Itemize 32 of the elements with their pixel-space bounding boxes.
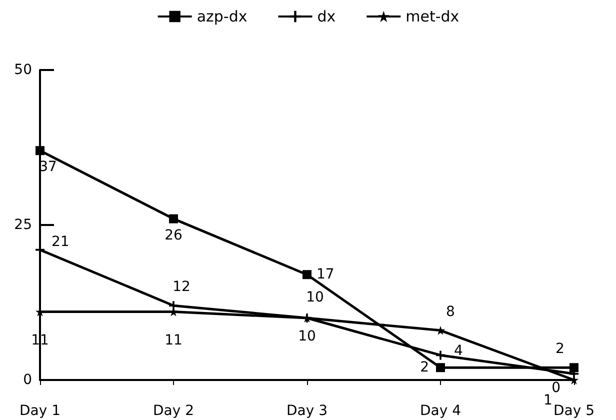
data-label: 0 [552,380,560,396]
data-label: 1 [544,392,552,408]
data-label: 26 [164,227,182,244]
point [169,301,178,310]
point [436,350,445,360]
point [570,363,578,372]
data-label: 10 [306,290,324,306]
data-label: 2 [420,360,429,376]
data-label: 4 [454,343,463,360]
y-tick-label: 0 [23,372,32,388]
y-tick-label: 50 [14,62,32,78]
x-tick-label: Day 5 [553,403,595,419]
y-tick-label: 25 [14,217,32,233]
point [302,270,312,280]
x-tick-label: Day 4 [420,403,462,419]
x-tick-label: Day 3 [286,403,328,419]
legend-label: azp-dx [196,8,248,26]
point [36,146,44,156]
data-label: 11 [164,332,182,348]
legend-label: dx [317,8,336,26]
data-label: 21 [52,234,70,250]
data-label: 37 [39,159,57,176]
point [436,363,445,372]
point [169,214,178,224]
data-label: 8 [446,304,455,320]
data-label: 10 [298,328,316,344]
legend-label: met-dx [406,8,460,26]
data-label: 2 [556,341,564,358]
data-label: 12 [172,279,190,296]
x-tick-label: Day 1 [19,403,61,419]
x-tick-label: Day 2 [152,403,194,419]
data-label: 17 [316,266,334,283]
